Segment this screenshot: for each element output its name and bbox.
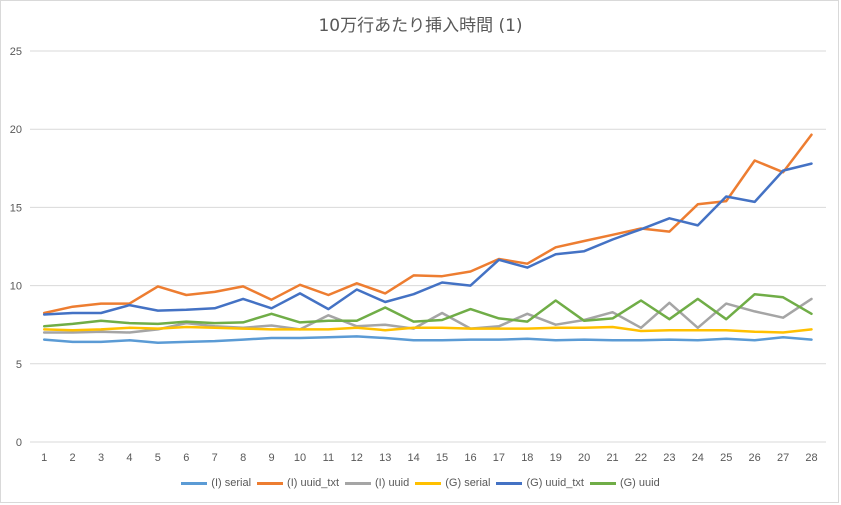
x-tick-label: 23 (663, 452, 675, 464)
x-tick-label: 6 (183, 452, 189, 464)
x-tick-label: 21 (606, 452, 618, 464)
legend-label: (I) serial (211, 477, 252, 489)
x-tick-label: 20 (578, 452, 590, 464)
legend-label: (I) uuid (375, 477, 410, 489)
legend-swatch-icon (415, 481, 442, 485)
x-tick-label: 3 (98, 452, 104, 464)
legend-label: (G) serial (445, 477, 491, 489)
x-tick-label: 12 (351, 452, 363, 464)
legend: (I) serial (I) uuid_txt (I) uuid (G) serial… (0, 477, 841, 489)
x-tick-label: 11 (323, 452, 334, 464)
chart-title: 10万行あたり挿入時間 (1) (318, 16, 523, 36)
x-tick-label: 4 (126, 452, 132, 464)
x-tick-label: 27 (777, 452, 789, 464)
legend-item: (I) serial (181, 477, 251, 489)
x-tick-label: 7 (212, 452, 218, 464)
legend-item: (I) uuid (345, 477, 409, 489)
y-tick-label: 0 (16, 437, 22, 449)
x-tick-label: 28 (805, 452, 817, 464)
legend-swatch-icon (589, 481, 616, 485)
series-line (42, 292, 813, 328)
x-tick-label: 19 (550, 452, 562, 464)
x-tick-label: 14 (408, 452, 420, 464)
x-tick-label: 9 (268, 452, 274, 464)
legend-label: (G) uuid (619, 477, 660, 489)
legend-label: (G) uuid_txt (526, 477, 584, 489)
y-tick-label: 5 (16, 359, 22, 371)
x-tick-label: 26 (749, 452, 761, 464)
x-tick-label: 5 (155, 452, 161, 464)
series-line (42, 162, 813, 316)
legend-swatch-icon (496, 481, 523, 485)
legend-swatch-icon (257, 481, 284, 485)
legend-item: (G) uuid_txt (496, 477, 584, 489)
x-tick-label: 25 (720, 452, 732, 464)
legend-label: (I) uuid_txt (287, 477, 339, 489)
legend-item: (G) serial (415, 477, 490, 489)
y-tick-label: 20 (10, 124, 22, 136)
gridlines (30, 50, 826, 443)
y-tick-label: 10 (10, 281, 22, 293)
x-tick-label: 24 (692, 452, 704, 464)
series-line (42, 325, 813, 334)
legend-swatch-icon (345, 481, 371, 485)
series-lines (42, 133, 813, 344)
x-tick-label: 22 (635, 452, 647, 464)
legend-item: (I) uuid_txt (257, 477, 339, 489)
y-axis-ticks: 0 5 10 15 20 25 (10, 46, 22, 449)
x-tick-label: 13 (379, 452, 391, 464)
legend-swatch-icon (181, 481, 208, 485)
x-tick-label: 18 (521, 452, 533, 464)
y-tick-label: 15 (10, 202, 22, 214)
x-tick-label: 17 (493, 452, 505, 464)
series-line (42, 133, 813, 315)
series-line (42, 335, 813, 344)
x-tick-label: 8 (240, 452, 246, 464)
x-tick-label: 1 (41, 452, 47, 464)
x-tick-label: 10 (294, 452, 306, 464)
x-axis-ticks: 1 2 3 4 5 6 7 8 9 10 11 12 13 14 15 16 17 18 19 20 21 22 23 24 2… (41, 452, 817, 464)
x-tick-label: 2 (70, 452, 76, 464)
x-tick-label: 16 (464, 452, 476, 464)
y-tick-label: 25 (10, 46, 22, 58)
legend-item: (G) uuid (589, 477, 660, 489)
x-tick-label: 15 (436, 452, 448, 464)
